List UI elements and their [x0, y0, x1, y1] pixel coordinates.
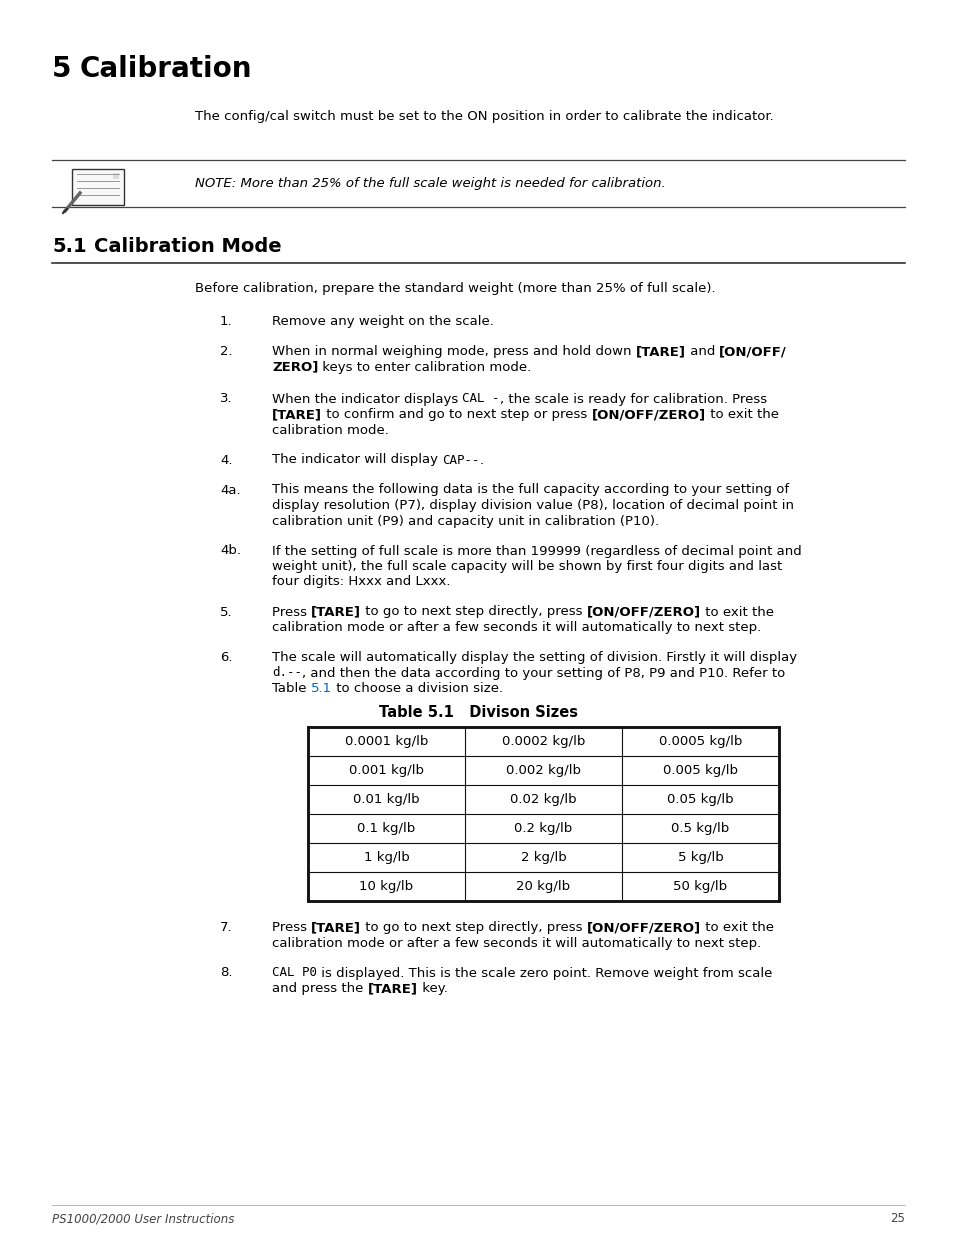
Text: , the scale is ready for calibration. Press: , the scale is ready for calibration. Pr… [499, 393, 766, 405]
Text: 2 kg/lb: 2 kg/lb [520, 851, 566, 864]
Text: display resolution (P7), display division value (P8), location of decimal point : display resolution (P7), display divisio… [272, 499, 793, 513]
Text: to choose a division size.: to choose a division size. [332, 682, 502, 695]
Text: Before calibration, prepare the standard weight (more than 25% of full scale).: Before calibration, prepare the standard… [194, 282, 715, 295]
Text: to confirm and go to next step or press: to confirm and go to next step or press [322, 408, 591, 421]
Text: 0.001 kg/lb: 0.001 kg/lb [349, 764, 423, 777]
Text: four digits: Hxxx and Lxxx.: four digits: Hxxx and Lxxx. [272, 576, 450, 589]
Text: CAP--: CAP-- [442, 453, 479, 467]
Text: 0.5 kg/lb: 0.5 kg/lb [671, 823, 729, 835]
Text: [TARE]: [TARE] [367, 982, 417, 995]
Text: [ON/OFF/ZERO]: [ON/OFF/ZERO] [586, 605, 700, 619]
Text: Table 5.1   Divison Sizes: Table 5.1 Divison Sizes [378, 705, 578, 720]
Text: 10 kg/lb: 10 kg/lb [359, 881, 414, 893]
Text: [ON/OFF/ZERO]: [ON/OFF/ZERO] [591, 408, 705, 421]
Text: 3.: 3. [220, 393, 233, 405]
Text: 5.1: 5.1 [52, 237, 87, 256]
Text: key.: key. [417, 982, 447, 995]
Text: [TARE]: [TARE] [635, 345, 685, 358]
Text: Table: Table [272, 682, 311, 695]
Text: 4a.: 4a. [220, 483, 240, 496]
Text: calibration mode or after a few seconds it will automatically to next step.: calibration mode or after a few seconds … [272, 621, 760, 634]
Text: calibration mode.: calibration mode. [272, 424, 389, 436]
Text: 0.02 kg/lb: 0.02 kg/lb [510, 793, 577, 806]
Text: 0.2 kg/lb: 0.2 kg/lb [514, 823, 572, 835]
Text: 0.1 kg/lb: 0.1 kg/lb [357, 823, 416, 835]
Text: weight unit), the full scale capacity will be shown by first four digits and las: weight unit), the full scale capacity wi… [272, 559, 781, 573]
Text: 1 kg/lb: 1 kg/lb [363, 851, 409, 864]
Text: 0.05 kg/lb: 0.05 kg/lb [666, 793, 733, 806]
Text: 2.: 2. [220, 345, 233, 358]
Text: calibration mode or after a few seconds it will automatically to next step.: calibration mode or after a few seconds … [272, 936, 760, 950]
Text: to go to next step directly, press: to go to next step directly, press [361, 921, 586, 934]
Text: [TARE]: [TARE] [311, 605, 361, 619]
Text: calibration unit (P9) and capacity unit in calibration (P10).: calibration unit (P9) and capacity unit … [272, 515, 659, 527]
Text: NOTE: More than 25% of the full scale weight is needed for calibration.: NOTE: More than 25% of the full scale we… [194, 177, 665, 190]
Text: [ON/OFF/: [ON/OFF/ [719, 345, 786, 358]
Text: 0.0002 kg/lb: 0.0002 kg/lb [501, 735, 584, 748]
Text: Remove any weight on the scale.: Remove any weight on the scale. [272, 315, 494, 329]
Text: keys to enter calibration mode.: keys to enter calibration mode. [318, 361, 531, 373]
Text: 0.01 kg/lb: 0.01 kg/lb [353, 793, 419, 806]
Text: CAL -: CAL - [462, 393, 499, 405]
Text: to exit the: to exit the [700, 921, 773, 934]
Text: [TARE]: [TARE] [272, 408, 322, 421]
Text: Calibration: Calibration [80, 56, 253, 83]
Text: and: and [685, 345, 719, 358]
Text: .: . [479, 453, 483, 467]
Text: CAL P0: CAL P0 [272, 967, 316, 979]
Text: 1.: 1. [220, 315, 233, 329]
Text: to exit the: to exit the [705, 408, 778, 421]
Text: 0.0005 kg/lb: 0.0005 kg/lb [659, 735, 741, 748]
Text: If the setting of full scale is more than 199999 (regardless of decimal point an: If the setting of full scale is more tha… [272, 545, 801, 557]
Text: 8.: 8. [220, 967, 233, 979]
Text: to exit the: to exit the [700, 605, 773, 619]
Text: to go to next step directly, press: to go to next step directly, press [361, 605, 586, 619]
Text: 5 kg/lb: 5 kg/lb [677, 851, 722, 864]
Text: 5.1: 5.1 [311, 682, 332, 695]
Text: Calibration Mode: Calibration Mode [94, 237, 281, 256]
Text: The config/cal switch must be set to the ON position in order to calibrate the i: The config/cal switch must be set to the… [194, 110, 773, 124]
Text: The scale will automatically display the setting of division. Firstly it will di: The scale will automatically display the… [272, 651, 797, 664]
Text: 50 kg/lb: 50 kg/lb [673, 881, 727, 893]
Text: 0.002 kg/lb: 0.002 kg/lb [505, 764, 580, 777]
Text: 4.: 4. [220, 453, 233, 467]
Text: 7.: 7. [220, 921, 233, 934]
Text: 25: 25 [889, 1212, 904, 1225]
Text: , and then the data according to your setting of P8, P9 and P10. Refer to: , and then the data according to your se… [302, 667, 784, 679]
Text: When the indicator displays: When the indicator displays [272, 393, 462, 405]
Polygon shape [112, 173, 119, 179]
Text: 0.0001 kg/lb: 0.0001 kg/lb [344, 735, 428, 748]
Text: and press the: and press the [272, 982, 367, 995]
Text: PS1000/2000 User Instructions: PS1000/2000 User Instructions [52, 1212, 234, 1225]
Text: ZERO]: ZERO] [272, 361, 318, 373]
Text: is displayed. This is the scale zero point. Remove weight from scale: is displayed. This is the scale zero poi… [316, 967, 772, 979]
Text: Press: Press [272, 605, 311, 619]
Text: 4b.: 4b. [220, 545, 241, 557]
Text: [TARE]: [TARE] [311, 921, 361, 934]
Text: d.--: d.-- [272, 667, 302, 679]
FancyBboxPatch shape [71, 169, 124, 205]
Text: 0.005 kg/lb: 0.005 kg/lb [662, 764, 738, 777]
Text: This means the following data is the full capacity according to your setting of: This means the following data is the ful… [272, 483, 788, 496]
Text: 5.: 5. [220, 605, 233, 619]
Text: 6.: 6. [220, 651, 233, 664]
Bar [308, 727, 779, 902]
Text: [ON/OFF/ZERO]: [ON/OFF/ZERO] [586, 921, 700, 934]
Text: The indicator will display: The indicator will display [272, 453, 442, 467]
Text: 20 kg/lb: 20 kg/lb [516, 881, 570, 893]
Text: When in normal weighing mode, press and hold down: When in normal weighing mode, press and … [272, 345, 635, 358]
Text: Press: Press [272, 921, 311, 934]
Text: 5: 5 [52, 56, 71, 83]
